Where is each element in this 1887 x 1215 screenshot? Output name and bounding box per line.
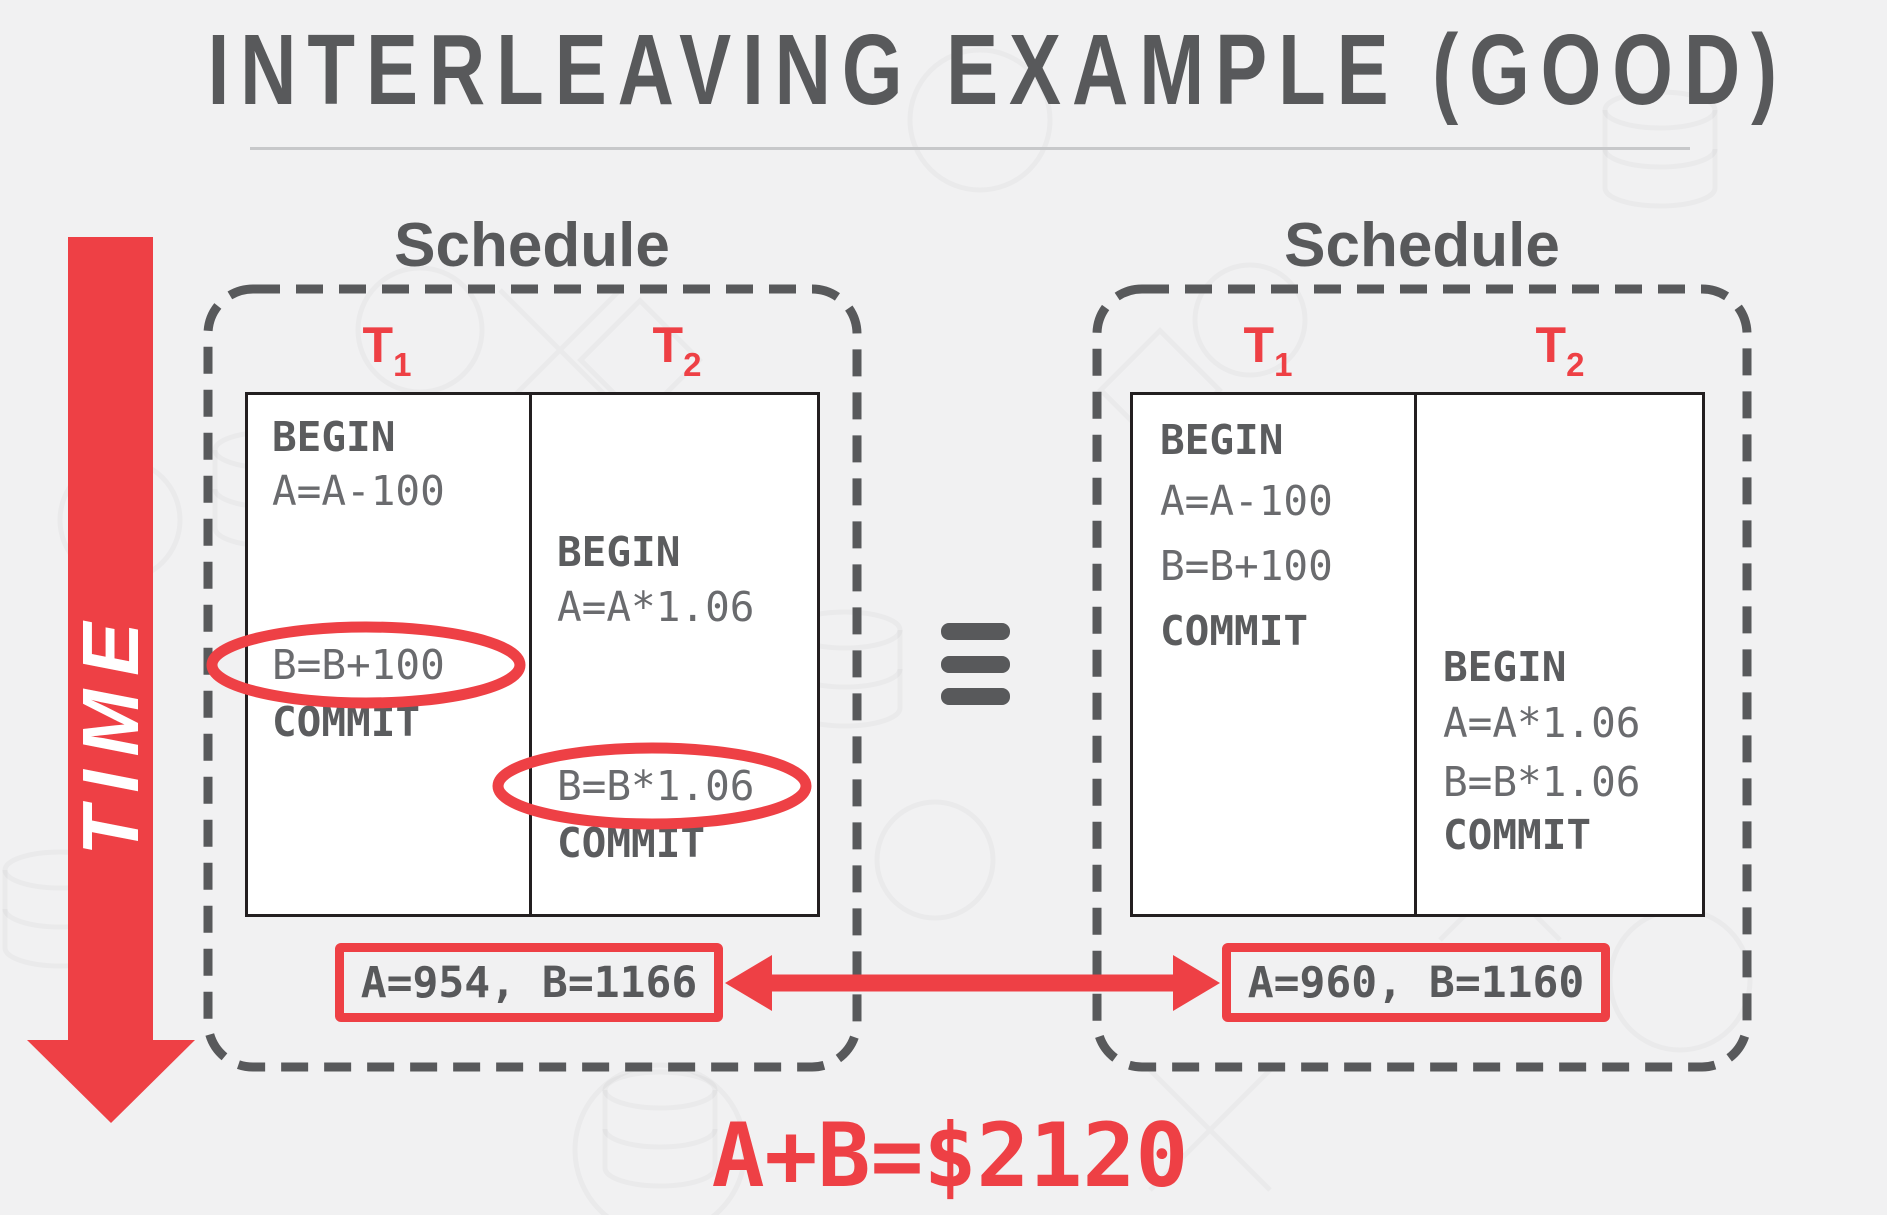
- t2-label: T: [652, 317, 684, 373]
- transaction-op: BEGIN: [272, 413, 396, 461]
- transaction-op: B=B*1.06: [1443, 758, 1641, 806]
- left-result-value: A=954, B=1166: [360, 957, 698, 1008]
- result-equivalence-arrow: [725, 955, 1220, 1011]
- right-t2-header: T2: [1500, 316, 1620, 384]
- transaction-op: A=A-100: [272, 467, 445, 515]
- transaction-op: BEGIN: [1160, 416, 1284, 464]
- left-table-divider: [529, 392, 532, 917]
- right-table-divider: [1414, 392, 1417, 917]
- transaction-op: A=A-100: [1160, 477, 1333, 525]
- transaction-op: COMMIT: [557, 819, 706, 867]
- right-t1-header: T1: [1208, 316, 1328, 384]
- sum-total-text: A+B=$2120: [711, 1104, 1189, 1207]
- right-result-box: A=960, B=1160: [1222, 943, 1610, 1022]
- transaction-op: A=A*1.06: [557, 583, 755, 631]
- t2-subscript: 2: [1566, 346, 1585, 383]
- transaction-op: BEGIN: [1443, 643, 1567, 691]
- title-underline: [250, 147, 1690, 150]
- left-t1-header: T1: [327, 316, 447, 384]
- t1-subscript: 1: [393, 346, 412, 383]
- t2-subscript: 2: [683, 346, 702, 383]
- left-result-box: A=954, B=1166: [335, 943, 723, 1022]
- left-schedule-title: Schedule: [394, 211, 670, 280]
- transaction-op: B=B+100: [1160, 542, 1333, 590]
- transaction-op: B=B*1.06: [557, 762, 755, 810]
- transaction-op: A=A*1.06: [1443, 699, 1641, 747]
- transaction-op: COMMIT: [1160, 607, 1309, 655]
- right-result-value: A=960, B=1160: [1247, 957, 1585, 1008]
- transaction-op: B=B+100: [272, 641, 445, 689]
- right-schedule-title: Schedule: [1284, 211, 1560, 280]
- t2-label: T: [1535, 317, 1567, 373]
- t1-subscript: 1: [1274, 346, 1293, 383]
- left-t2-header: T2: [617, 316, 737, 384]
- time-arrow-head: [27, 1040, 195, 1123]
- transaction-op: COMMIT: [272, 698, 421, 746]
- slide-title: INTERLEAVING EXAMPLE (GOOD): [207, 14, 1789, 126]
- transaction-op: COMMIT: [1443, 811, 1592, 859]
- time-arrow-label: TIME: [66, 608, 155, 856]
- t1-label: T: [1243, 317, 1275, 373]
- equivalence-icon: [941, 623, 1010, 705]
- t1-label: T: [362, 317, 394, 373]
- transaction-op: BEGIN: [557, 528, 681, 576]
